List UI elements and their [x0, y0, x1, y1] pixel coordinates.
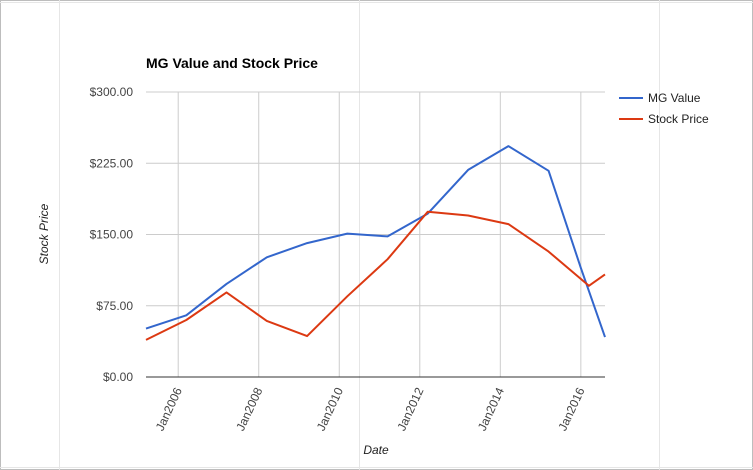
x-axis-title: Date [363, 443, 389, 457]
sheet-gridline [659, 0, 660, 470]
x-axis-ticks: Jan2006 Jan2008 Jan2010 Jan2012 Jan2014 Jan20… [153, 385, 588, 433]
sheet-gridline [0, 467, 753, 468]
x-tick-label: Jan2008 [233, 385, 265, 433]
legend-label: Stock Price [648, 112, 709, 126]
series-lines [145, 145, 606, 341]
x-tick-label: Jan2012 [394, 385, 426, 433]
legend: MG Value Stock Price [619, 91, 709, 126]
gridlines [146, 91, 605, 377]
y-axis-ticks: $0.00 $75.00 $150.00 $225.00 $300.00 [90, 85, 134, 384]
series-line-mg-value [145, 145, 606, 338]
y-tick-label: $150.00 [90, 228, 134, 242]
y-tick-label: $75.00 [96, 299, 133, 313]
series-line-stock-price [145, 210, 606, 341]
legend-label: MG Value [648, 91, 701, 105]
x-tick-label: Jan2006 [153, 385, 185, 433]
x-tick-label: Jan2016 [555, 385, 587, 433]
x-tick-label: Jan2010 [314, 385, 346, 433]
x-tick-label: Jan2014 [475, 385, 507, 433]
y-axis-title: Stock Price [37, 203, 51, 264]
sheet-gridline [59, 0, 60, 470]
chart-title: MG Value and Stock Price [146, 55, 318, 71]
y-tick-label: $300.00 [90, 85, 134, 99]
y-tick-label: $0.00 [103, 370, 133, 384]
y-tick-label: $225.00 [90, 156, 134, 170]
sheet-gridline [0, 2, 753, 3]
